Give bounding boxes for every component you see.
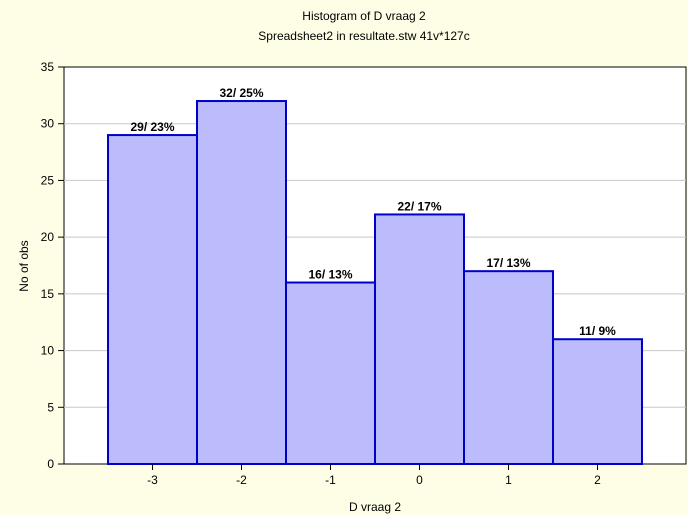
- y-tick-label: 35: [41, 60, 55, 74]
- x-tick-label: -2: [236, 473, 247, 487]
- y-tick-label: 15: [41, 287, 55, 301]
- bar: [107, 134, 198, 466]
- bars: [107, 100, 643, 466]
- y-tick-label: 25: [41, 173, 55, 187]
- data-label: 17/ 13%: [486, 256, 530, 270]
- data-label: 22/ 17%: [397, 199, 441, 213]
- x-tick-label: 1: [505, 473, 512, 487]
- y-tick-label: 5: [47, 400, 54, 414]
- x-axis-label: D vraag 2: [349, 500, 401, 514]
- y-tick-label: 10: [41, 344, 55, 358]
- x-tick-label: 2: [594, 473, 601, 487]
- data-labels: 29/ 23% 32/ 25% 16/ 13% 22/ 17% 17/ 13% 11/ 9…: [130, 86, 616, 338]
- data-label: 16/ 13%: [308, 268, 352, 282]
- y-tick-label: 30: [41, 117, 55, 131]
- bar: [552, 338, 643, 466]
- data-label: 11/ 9%: [579, 324, 616, 338]
- x-tick-label: -3: [147, 473, 158, 487]
- y-tick-label: 20: [41, 230, 55, 244]
- y-tick-label: 0: [47, 457, 54, 471]
- chart-title: Histogram of D vraag 2: [302, 9, 426, 23]
- bar: [463, 270, 554, 465]
- bar: [196, 100, 287, 466]
- data-label: 29/ 23%: [130, 120, 174, 134]
- y-axis-label: No of obs: [17, 240, 31, 291]
- data-label: 32/ 25%: [219, 86, 263, 100]
- y-axis-ticks: 0 5 10 15 20 25 30 35: [41, 60, 64, 471]
- x-tick-label: -1: [325, 473, 336, 487]
- x-tick-label: 0: [416, 473, 423, 487]
- chart-subtitle: Spreadsheet2 in resultate.stw 41v*127c: [258, 29, 469, 43]
- x-axis-ticks: -3 -2 -1 0 1 2: [147, 464, 601, 487]
- bar: [374, 213, 465, 465]
- bar: [285, 281, 376, 465]
